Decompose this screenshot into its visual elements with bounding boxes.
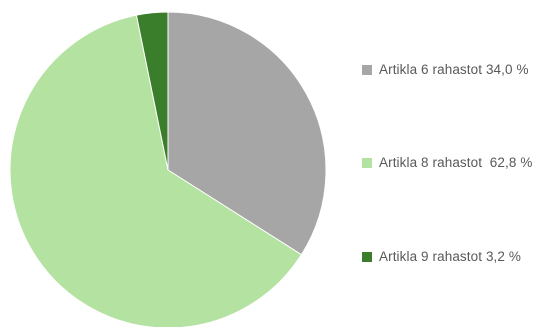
legend-label-artikla-6: Artikla 6 rahastot 34,0 % xyxy=(379,62,529,77)
legend-item-artikla-8: Artikla 8 rahastot 62,8 % xyxy=(362,155,532,170)
pie-slice-artikla-9 xyxy=(135,11,169,171)
pie-slice-artikla-6 xyxy=(167,11,327,256)
legend-item-artikla-9: Artikla 9 rahastot 3,2 % xyxy=(362,249,521,264)
legend: Artikla 6 rahastot 34,0 % Artikla 8 raha… xyxy=(362,0,560,327)
legend-label-artikla-9: Artikla 9 rahastot 3,2 % xyxy=(379,249,521,264)
pie-slice-artikla-8 xyxy=(9,14,303,329)
legend-label-artikla-8: Artikla 8 rahastot 62,8 % xyxy=(379,155,533,170)
legend-swatch-artikla-9 xyxy=(362,251,372,262)
legend-item-artikla-6: Artikla 6 rahastot 34,0 % xyxy=(362,62,529,77)
legend-swatch-artikla-8 xyxy=(362,157,372,168)
legend-swatch-artikla-6 xyxy=(362,64,372,75)
